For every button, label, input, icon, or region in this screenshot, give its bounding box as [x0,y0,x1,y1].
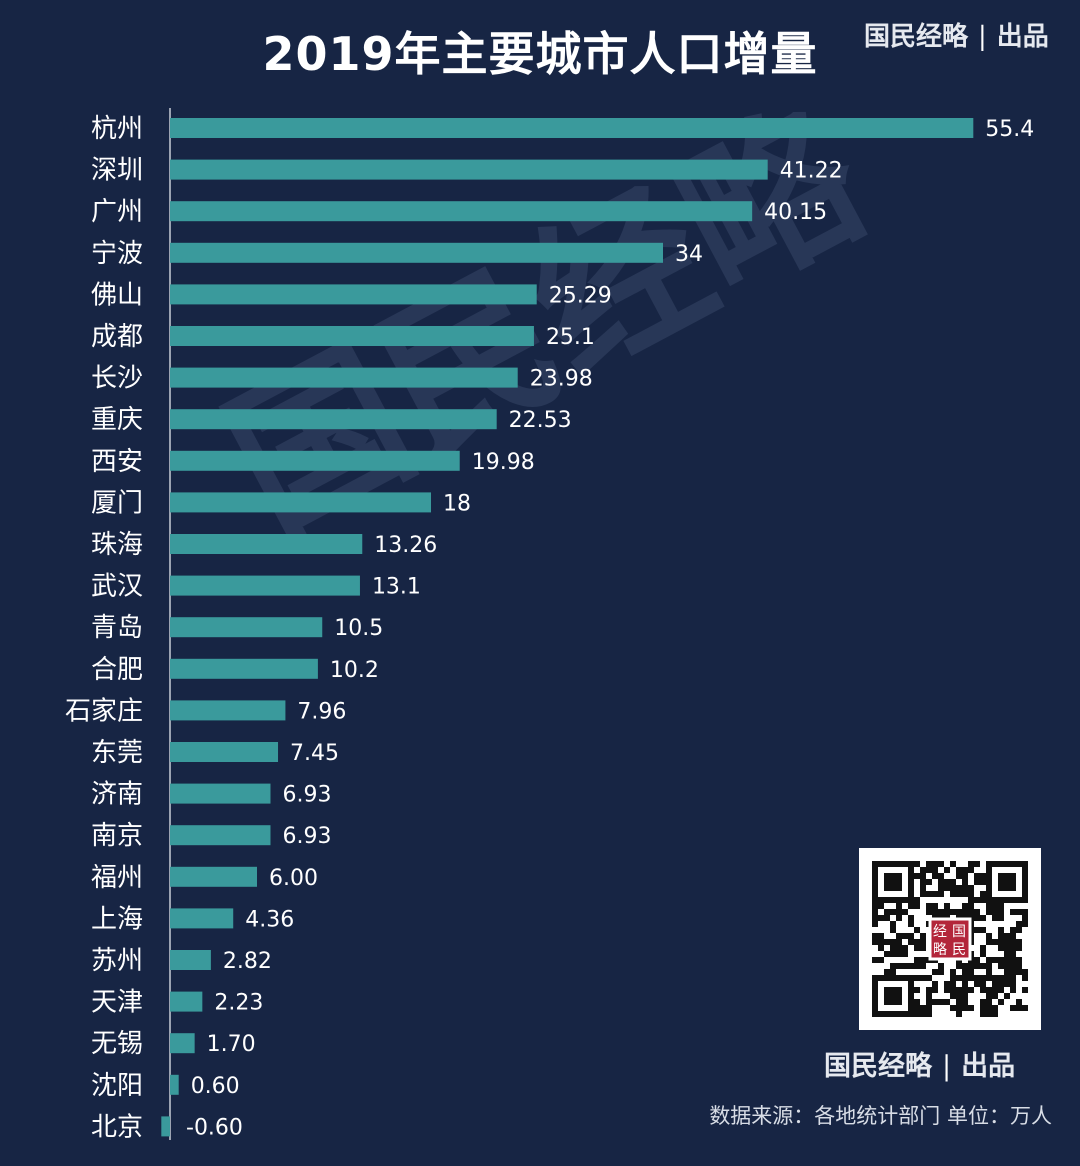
qr-logo-char: 国 [952,924,966,940]
bar [170,118,974,138]
bar [170,1033,195,1054]
bar [170,201,753,222]
value-label: 25.1 [546,325,595,350]
value-label: 41.22 [780,159,843,184]
bar [170,908,234,929]
category-label: 武汉 [91,572,143,602]
value-label: 18 [443,491,471,516]
value-label: -0.60 [186,1115,243,1140]
qr-code: 经国略民 [859,848,1041,1030]
category-label: 珠海 [91,530,143,560]
bar [170,284,537,305]
category-label: 深圳 [91,156,143,186]
value-label: 40.15 [764,200,827,225]
category-label: 成都 [91,322,143,352]
bar [170,700,286,721]
bar [170,409,497,430]
category-label: 青岛 [91,613,143,643]
brand-divider: | [978,22,987,52]
value-label: 10.2 [330,658,379,683]
bar [170,367,518,388]
bar [170,742,279,762]
category-label: 福州 [91,863,143,893]
value-label: 6.00 [269,866,318,891]
bar [170,1074,179,1095]
bar [170,617,323,638]
brand-name: 国民经略 [864,22,969,52]
chart-title: 2019年主要城市人口增量 [262,27,818,81]
qr-logo-char: 民 [952,942,966,958]
footer-brand-suffix: 出品 [961,1051,1016,1082]
bar [170,534,363,554]
value-label: 2.23 [214,991,263,1016]
bar [170,450,460,471]
category-label: 广州 [91,197,143,227]
category-label: 天津 [91,988,143,1018]
bar [170,492,431,513]
value-label: 13.26 [374,533,437,558]
bar [161,1116,170,1137]
value-label: 55.4 [985,117,1034,142]
category-label: 合肥 [91,655,143,685]
category-label: 济南 [91,780,143,810]
value-label: 25.29 [549,283,612,308]
brand-suffix: 出品 [996,22,1049,52]
value-label: 7.45 [290,741,339,766]
qr-logo-char: 经 [933,924,947,940]
bar [170,783,271,804]
value-label: 13.1 [372,575,421,600]
category-label: 宁波 [91,239,143,269]
value-label: 23.98 [530,367,593,392]
category-label: 佛山 [91,280,143,310]
brand-header: 国民经略 | 出品 [864,16,1049,53]
value-label: 4.36 [245,907,294,932]
value-label: 7.96 [297,699,346,724]
category-label: 无锡 [91,1029,143,1059]
category-label: 东莞 [91,738,143,768]
category-label: 苏州 [91,946,143,976]
category-label: 南京 [91,821,143,851]
bar [170,825,271,846]
category-label: 重庆 [91,405,143,435]
footer-brand-name: 国民经略 [824,1051,932,1082]
category-label: 石家庄 [65,696,143,726]
category-label: 西安 [91,447,143,477]
category-label: 北京 [91,1112,143,1142]
value-label: 6.93 [282,783,331,808]
category-label: 杭州 [91,114,143,144]
qr-logo-char: 略 [933,942,947,958]
category-label: 沈阳 [91,1071,143,1101]
value-label: 10.5 [334,616,383,641]
data-source-note: 数据来源：各地统计部门 单位：万人 [709,1104,1052,1128]
footer-brand-divider: | [942,1051,952,1082]
brand-footer: 国民经略 | 出品 [824,1044,1015,1083]
value-label: 22.53 [509,408,572,433]
value-label: 0.60 [191,1074,240,1099]
category-label: 厦门 [91,488,143,518]
value-label: 1.70 [207,1032,256,1057]
bar [170,159,768,180]
value-label: 2.82 [223,949,272,974]
bar [170,658,318,679]
qr-code-icon: 经国略民 [872,861,1028,1017]
bar [170,991,203,1012]
bar [170,950,211,970]
value-label: 6.93 [282,824,331,849]
category-label: 长沙 [91,364,143,394]
bar [170,866,257,887]
category-label: 上海 [91,904,143,934]
value-label: 19.98 [472,450,535,475]
bar [170,242,663,263]
bar [170,326,534,346]
bar [170,575,360,596]
value-label: 34 [675,242,703,267]
